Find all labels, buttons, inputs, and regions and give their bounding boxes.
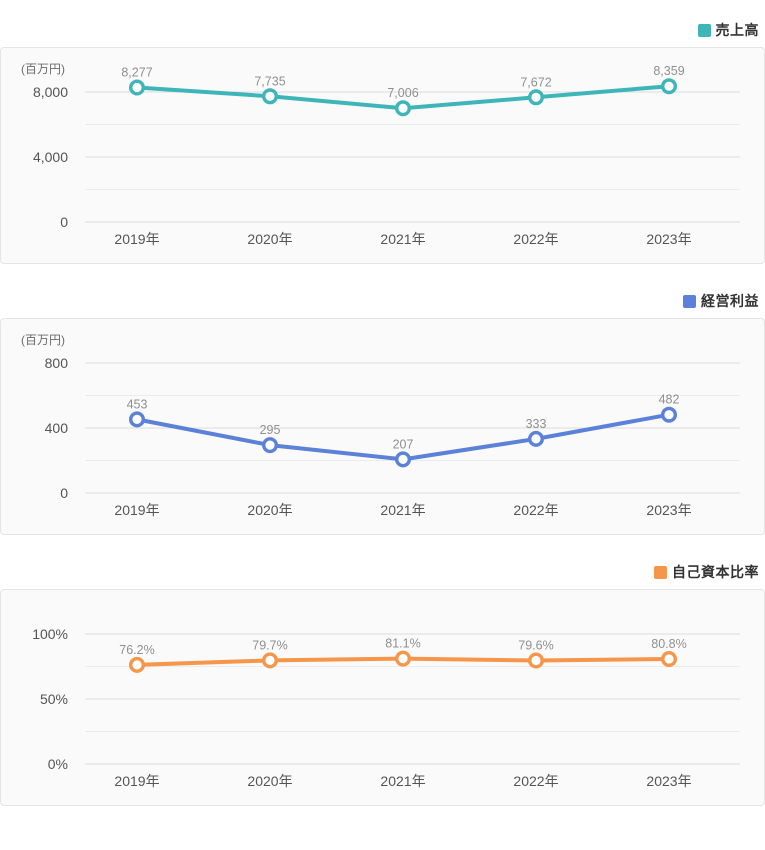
data-point-label: 7,735 xyxy=(254,74,285,88)
report-page: 売上高 0 4,000 8,000 (百万円) 2019年 2020年 2021年 2022年… xyxy=(0,21,765,806)
x-axis-label: 2023年 xyxy=(646,231,691,247)
x-axis-label: 2019年 xyxy=(114,502,159,518)
data-point-label: 80.8% xyxy=(651,637,686,651)
x-axis-label: 2023年 xyxy=(646,502,691,518)
legend-swatch-sales xyxy=(697,23,711,37)
y-tick-label: 400 xyxy=(45,420,69,436)
legend-operating-profit: 経営利益 xyxy=(0,292,759,310)
data-point xyxy=(128,656,145,673)
legend-label-operating-profit: 経営利益 xyxy=(701,293,759,309)
y-tick-label: 0% xyxy=(48,756,68,772)
y-tick-label: 0 xyxy=(60,485,68,501)
y-axis-unit-label: (百万円) xyxy=(21,333,65,347)
x-axis-label: 2020年 xyxy=(247,502,292,518)
data-point xyxy=(528,430,545,447)
operating-profit-line-chart: 0 400 800 (百万円) 2019年 2020年 2021年 2022年 2023年 453… xyxy=(21,333,740,518)
data-point xyxy=(395,451,412,468)
chart-card-sales: 0 4,000 8,000 (百万円) 2019年 2020年 2021年 2022年 2023… xyxy=(0,47,765,264)
chart-card-operating-profit: 0 400 800 (百万円) 2019年 2020年 2021年 2022年 2023年 453… xyxy=(0,318,765,535)
data-point-label: 8,277 xyxy=(121,65,152,79)
legend-sales: 売上高 xyxy=(0,21,759,39)
chart-section-operating-profit: 経営利益 0 400 800 (百万円) 2019年 2020年 2021年 2022年 202… xyxy=(0,292,765,535)
legend-swatch-equity-ratio xyxy=(654,565,667,579)
chart-card-equity-ratio: 0% 50% 100% 2019年 2020年 2021年 2022年 2023年 76.2% 7… xyxy=(0,589,765,806)
data-point xyxy=(661,78,678,95)
data-point xyxy=(262,88,279,105)
data-point xyxy=(128,79,145,96)
x-axis-label: 2020年 xyxy=(247,773,292,789)
y-tick-label: 100% xyxy=(32,626,68,642)
x-axis-label: 2022年 xyxy=(513,502,558,518)
legend-swatch-operating-profit xyxy=(683,294,696,308)
data-point xyxy=(395,100,412,117)
x-axis-label: 2021年 xyxy=(380,502,425,518)
data-point xyxy=(262,437,279,454)
data-point xyxy=(661,651,678,668)
x-axis-label: 2019年 xyxy=(114,773,159,789)
data-point xyxy=(262,652,279,669)
data-point-label: 7,006 xyxy=(387,86,418,100)
x-axis-label: 2021年 xyxy=(380,773,425,789)
equity-ratio-line-chart: 0% 50% 100% 2019年 2020年 2021年 2022年 2023年 76.2% 7… xyxy=(32,626,740,789)
data-point-label: 482 xyxy=(659,393,680,407)
data-point xyxy=(528,89,545,106)
data-point xyxy=(528,652,545,669)
legend-label-sales: 売上高 xyxy=(715,22,759,38)
x-axis-label: 2020年 xyxy=(247,231,292,247)
data-point-label: 7,672 xyxy=(520,75,551,89)
legend-equity-ratio: 自己資本比率 xyxy=(0,563,759,581)
data-point-label: 76.2% xyxy=(119,643,154,657)
x-axis-label: 2022年 xyxy=(513,231,558,247)
data-point-label: 79.6% xyxy=(518,639,553,653)
x-axis-label: 2022年 xyxy=(513,773,558,789)
data-point xyxy=(128,411,145,428)
y-axis-unit-label: (百万円) xyxy=(21,62,65,76)
data-point xyxy=(661,406,678,423)
y-tick-label: 8,000 xyxy=(33,84,68,100)
x-axis-label: 2021年 xyxy=(380,231,425,247)
data-point xyxy=(395,650,412,667)
x-axis-label: 2023年 xyxy=(646,773,691,789)
chart-section-equity-ratio: 自己資本比率 0% 50% 100% 2019年 2020年 2021年 2022年 2023… xyxy=(0,563,765,806)
x-axis-label: 2019年 xyxy=(114,231,159,247)
data-point-label: 81.1% xyxy=(385,637,420,651)
data-point-label: 79.7% xyxy=(252,638,287,652)
y-tick-label: 4,000 xyxy=(33,149,68,165)
data-point-label: 333 xyxy=(526,417,547,431)
data-point-label: 295 xyxy=(260,423,281,437)
y-tick-label: 50% xyxy=(40,691,68,707)
data-point-label: 453 xyxy=(127,397,148,411)
y-tick-label: 800 xyxy=(45,355,69,371)
data-point-label: 8,359 xyxy=(653,64,684,78)
sales-line-chart: 0 4,000 8,000 (百万円) 2019年 2020年 2021年 2022年 2023… xyxy=(21,62,740,247)
y-tick-label: 0 xyxy=(60,214,68,230)
legend-label-equity-ratio: 自己資本比率 xyxy=(672,564,759,580)
chart-section-sales: 売上高 0 4,000 8,000 (百万円) 2019年 2020年 2021年 2022年… xyxy=(0,21,765,264)
data-point-label: 207 xyxy=(393,437,414,451)
